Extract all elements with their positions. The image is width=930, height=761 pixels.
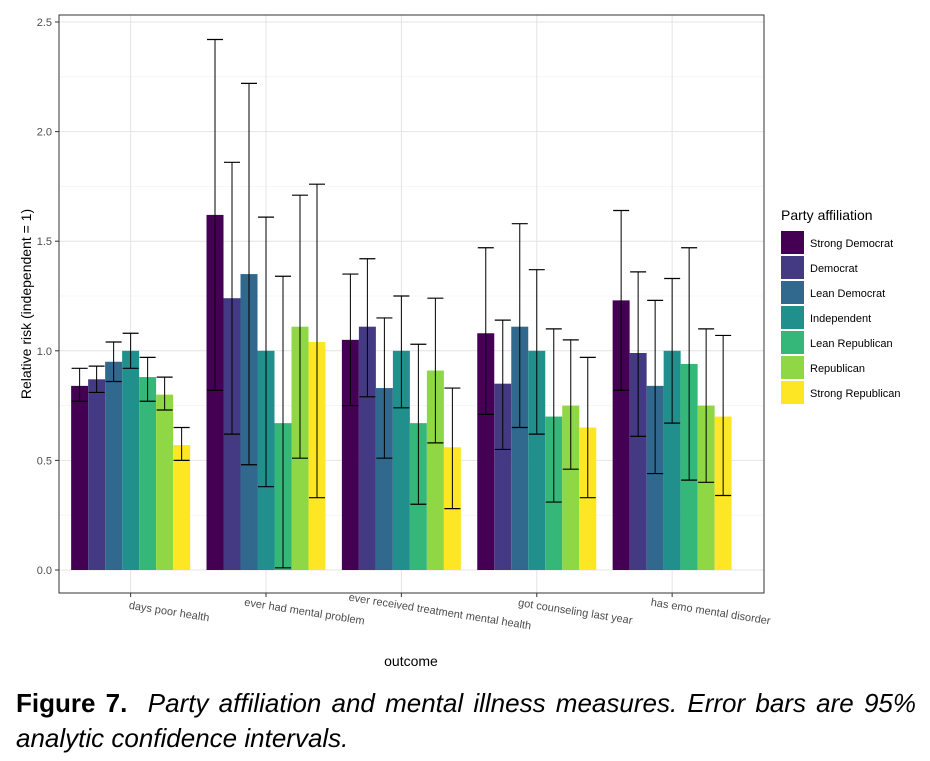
bar [562, 405, 580, 570]
legend-swatch [781, 306, 804, 329]
legend-swatch [781, 256, 804, 279]
figure-caption: Figure 7. Party affiliation and mental i… [16, 686, 916, 756]
legend-swatch [781, 381, 804, 404]
bar [341, 339, 359, 570]
x-tick-label: ever received treatment mental health [348, 592, 532, 633]
caption-text: Party affiliation and mental illness mea… [16, 688, 916, 753]
bar [663, 350, 681, 570]
bar [156, 394, 174, 570]
legend-label: Independent [810, 313, 871, 325]
legend-label: Lean Republican [810, 338, 893, 350]
x-tick-label: got counseling last year [517, 597, 633, 627]
bar [375, 388, 393, 570]
legend-label: Democrat [810, 263, 858, 275]
legend-swatch [781, 331, 804, 354]
y-tick-label: 1.0 [37, 346, 52, 358]
plot-panel-border [58, 14, 765, 594]
y-tick-label: 2.5 [37, 17, 52, 29]
bar [579, 427, 597, 570]
legend-label: Lean Democrat [810, 288, 885, 300]
errorbar-group [71, 38, 732, 569]
caption-label: Figure 7. [16, 688, 128, 718]
x-axis-title: outcome [384, 653, 438, 669]
y-tick-label: 0.5 [37, 455, 52, 467]
legend-label: Republican [810, 363, 865, 375]
bar [88, 379, 106, 570]
legend-label: Strong Democrat [810, 238, 893, 250]
y-axis: 0.0 0.5 1.0 1.5 2.0 2.5 [37, 17, 59, 577]
bar [122, 350, 140, 570]
x-tick-label: has emo mental disorder [650, 597, 772, 628]
bar [629, 352, 647, 570]
legend-swatch [781, 281, 804, 304]
bar [697, 405, 715, 570]
y-axis-title: Relative risk (independent = 1) [18, 209, 34, 399]
legend: Party affiliation Strong Democrat Democra… [781, 207, 901, 404]
legend-label: Strong Republican [810, 388, 901, 400]
bar [494, 383, 512, 570]
bar [358, 326, 376, 570]
chart-figure: 0.00.51.01.52.02.5 days poor health ever … [18, 14, 901, 669]
bar [206, 214, 224, 570]
bar [646, 385, 664, 570]
bar [71, 385, 89, 570]
bar [477, 333, 495, 570]
x-tick-label: days poor health [128, 600, 210, 625]
bar [392, 350, 410, 570]
bar [528, 350, 546, 570]
bar [139, 377, 157, 570]
bar [173, 445, 191, 570]
legend-swatch [781, 356, 804, 379]
y-tick-label: 1.5 [37, 236, 52, 248]
bar [426, 370, 444, 570]
bar-group [71, 214, 732, 570]
bar [105, 361, 123, 570]
legend-swatch [781, 231, 804, 254]
bar [511, 326, 529, 570]
bar [612, 300, 630, 570]
legend-title: Party affiliation [781, 207, 873, 223]
x-axis: days poor health ever had mental probleme… [128, 592, 772, 633]
y-tick-label: 2.0 [37, 127, 52, 139]
y-tick-label: 0.0 [37, 565, 52, 577]
